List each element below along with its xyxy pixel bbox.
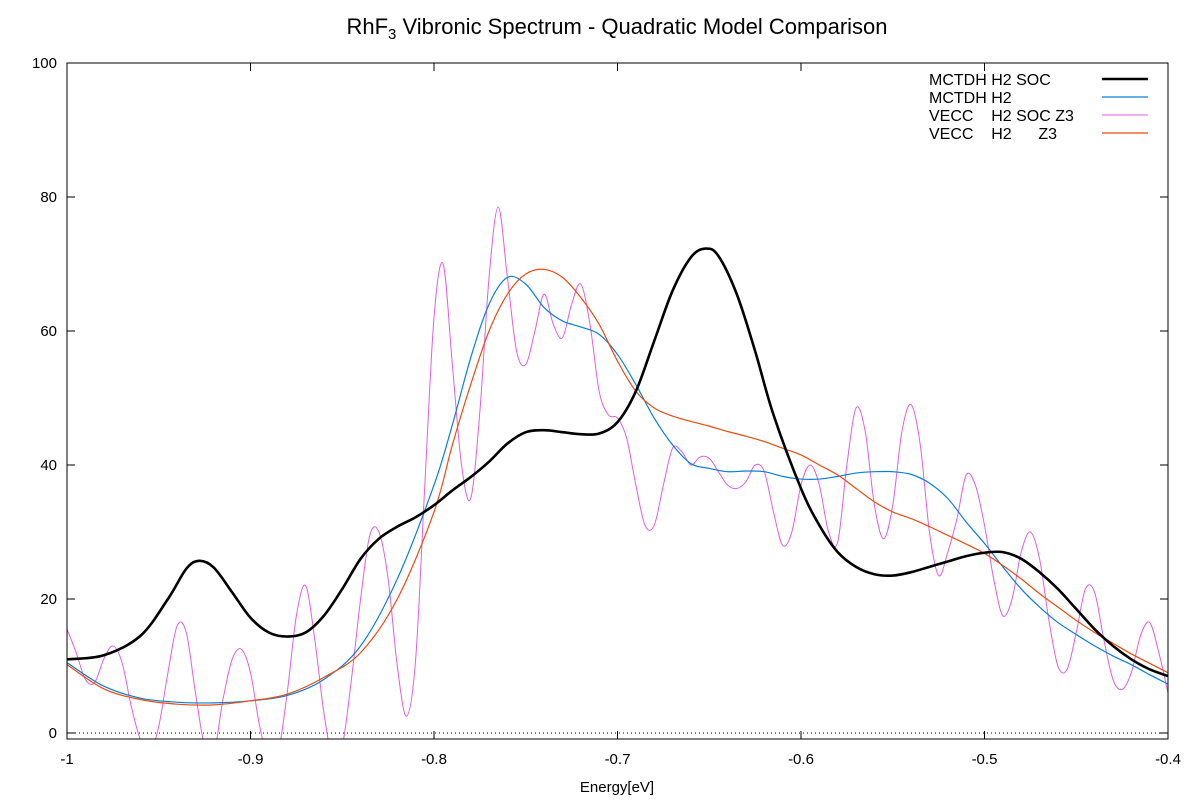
x-tick-label: -0.6 [788, 751, 814, 768]
series-line [67, 247, 1168, 678]
series-line [67, 275, 1168, 704]
y-tick-label: 0 [49, 725, 57, 742]
legend-label: VECC H2 Z3 [929, 126, 1057, 143]
plot-frame [66, 62, 1169, 740]
series-line [67, 268, 1168, 706]
series-line [67, 206, 1168, 739]
x-tick-label: -0.5 [972, 751, 998, 768]
axis-ticks: -1 -0.9 -0.8 -0.7 -0.6 -0.5 -0.4 0 20 40 60 80 100 [32, 55, 1181, 768]
x-tick-label: -0.9 [238, 751, 264, 768]
x-axis-label: Energy[eV] [580, 779, 654, 796]
legend-label: VECC H2 SOC Z3 [929, 108, 1074, 125]
series-layer [67, 206, 1168, 739]
x-tick-label: -0.8 [421, 751, 447, 768]
x-tick-label: -1 [60, 751, 73, 768]
y-tick-label: 40 [40, 457, 57, 474]
y-tick-label: 80 [40, 189, 57, 206]
x-tick-label: -0.4 [1155, 751, 1181, 768]
legend-label: MCTDH H2 SOC [929, 72, 1051, 89]
x-tick-label: -0.7 [605, 751, 631, 768]
legend-label: MCTDH H2 [929, 90, 1012, 107]
y-tick-label: 60 [40, 323, 57, 340]
y-tick-label: 20 [40, 591, 57, 608]
y-tick-label: 100 [32, 55, 57, 72]
chart-title: RhF3 Vibronic Spectrum - Quadratic Model… [346, 14, 887, 43]
